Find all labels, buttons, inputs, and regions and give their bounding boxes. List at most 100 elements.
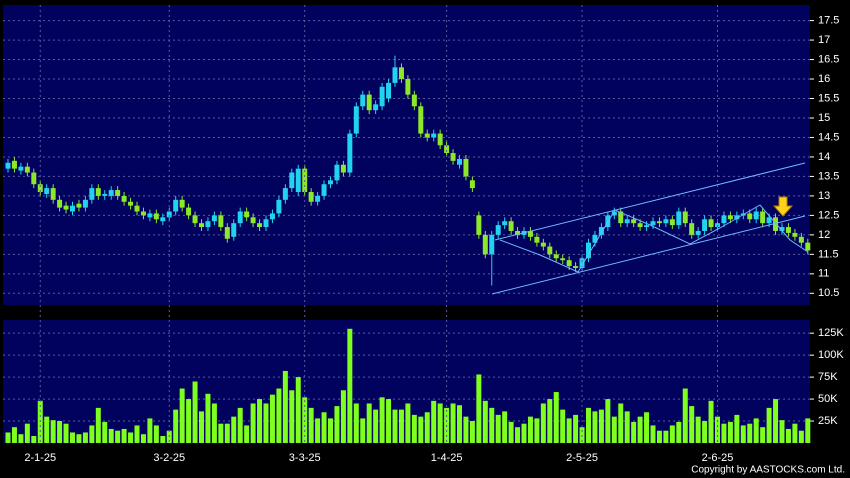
candle-body bbox=[128, 201, 134, 206]
candle-body bbox=[257, 223, 263, 228]
y-tick-label: 17.5 bbox=[818, 14, 839, 26]
volume-bar bbox=[631, 421, 637, 443]
candle-body bbox=[618, 211, 624, 224]
candle-body bbox=[289, 172, 295, 189]
volume-bar bbox=[727, 421, 733, 443]
candle-body bbox=[153, 213, 159, 220]
volume-bar bbox=[450, 403, 456, 443]
candle-body bbox=[386, 82, 392, 99]
volume-bar bbox=[108, 428, 114, 443]
candle-body bbox=[515, 230, 521, 235]
candle-body bbox=[50, 188, 56, 200]
candle-body bbox=[444, 145, 450, 154]
candle-body bbox=[540, 242, 546, 247]
volume-bar bbox=[805, 418, 811, 443]
candle-body bbox=[527, 230, 533, 237]
volume-bar bbox=[289, 390, 295, 443]
candle-body bbox=[353, 106, 359, 134]
volume-bar bbox=[766, 407, 772, 443]
volume-bar bbox=[160, 435, 166, 443]
candle-body bbox=[70, 205, 75, 212]
volume-bar bbox=[573, 414, 579, 443]
y-tick-label: 10.5 bbox=[818, 287, 839, 299]
y-tick-label: 13 bbox=[818, 190, 830, 202]
candle-body bbox=[586, 242, 591, 259]
candle-body bbox=[347, 133, 353, 173]
candle-body bbox=[631, 219, 637, 224]
volume-bar bbox=[553, 392, 559, 443]
candle-body bbox=[63, 205, 69, 210]
candle-body bbox=[579, 258, 585, 268]
volume-bar bbox=[63, 423, 69, 443]
y-tick-label: 25K bbox=[818, 415, 838, 427]
y-tick-label: 17 bbox=[818, 34, 830, 46]
volume-bar bbox=[624, 411, 630, 443]
volume-bar bbox=[747, 423, 753, 443]
volume-bar bbox=[547, 399, 553, 443]
volume-bar bbox=[179, 388, 185, 443]
candle-body bbox=[431, 133, 437, 138]
candle-body bbox=[160, 217, 166, 222]
candle-body bbox=[57, 199, 63, 208]
volume-bar bbox=[134, 425, 140, 443]
candle-body bbox=[773, 217, 779, 231]
volume-bar bbox=[566, 418, 572, 443]
volume-bar bbox=[424, 412, 430, 443]
candle-body bbox=[482, 234, 488, 255]
candle-body bbox=[121, 195, 127, 202]
x-tick-label: 3-3-25 bbox=[289, 452, 321, 464]
candle-body bbox=[24, 166, 30, 173]
x-tick-label: 1-4-25 bbox=[431, 452, 463, 464]
volume-bar bbox=[379, 397, 385, 443]
y-tick-label: 11 bbox=[818, 268, 829, 280]
candle-body bbox=[637, 223, 643, 228]
candle-body bbox=[418, 106, 424, 134]
volume-bar bbox=[5, 432, 11, 443]
candle-body bbox=[502, 221, 508, 226]
candle-body bbox=[166, 211, 172, 218]
volume-bar bbox=[360, 418, 366, 443]
volume-bar bbox=[282, 370, 288, 443]
signal-arrow bbox=[772, 196, 794, 217]
volume-bar bbox=[173, 409, 179, 443]
candle-body bbox=[566, 260, 572, 267]
volume-bar bbox=[231, 416, 237, 443]
candle-body bbox=[721, 215, 727, 224]
volume-bar bbox=[792, 423, 798, 443]
x-tick-label: 2-1-25 bbox=[24, 452, 56, 464]
volume-bar bbox=[437, 403, 443, 443]
volume-bar bbox=[89, 425, 95, 443]
volume-bar bbox=[411, 414, 417, 443]
candle-body bbox=[276, 199, 282, 214]
volume-bar bbox=[224, 423, 230, 443]
volume-bar bbox=[463, 416, 469, 443]
y-tick-label: 15 bbox=[818, 112, 830, 124]
candle-body bbox=[282, 188, 288, 200]
volume-bar bbox=[237, 407, 243, 443]
volume-bar bbox=[656, 430, 662, 443]
volume-bar bbox=[650, 425, 656, 443]
y-tick-label: 12.5 bbox=[818, 209, 839, 221]
candle-body bbox=[134, 205, 140, 212]
candle-body bbox=[186, 207, 192, 216]
volume-bar bbox=[502, 411, 508, 443]
volume-bar bbox=[128, 432, 134, 443]
candle-body bbox=[611, 211, 617, 216]
volume-bar bbox=[373, 409, 379, 443]
candle-body bbox=[18, 166, 24, 171]
y-tick-label: 16 bbox=[818, 73, 830, 85]
volume-bar bbox=[644, 412, 650, 443]
candle-body bbox=[669, 219, 675, 226]
candle-body bbox=[779, 227, 785, 231]
volume-bar bbox=[527, 416, 533, 443]
volume-bar bbox=[598, 409, 604, 443]
candle-body bbox=[656, 221, 662, 224]
volume-bar bbox=[315, 418, 321, 443]
plot-layer: 10.5 11 11.5 12 12.5 13 13.5 14 14.5 15 15.5 16 16.5… bbox=[3, 5, 844, 464]
candle-body bbox=[682, 211, 688, 224]
x-tick-label: 2-6-25 bbox=[702, 452, 734, 464]
candle-body bbox=[508, 221, 514, 231]
candle-body bbox=[44, 188, 50, 194]
volume-bar bbox=[773, 399, 779, 443]
